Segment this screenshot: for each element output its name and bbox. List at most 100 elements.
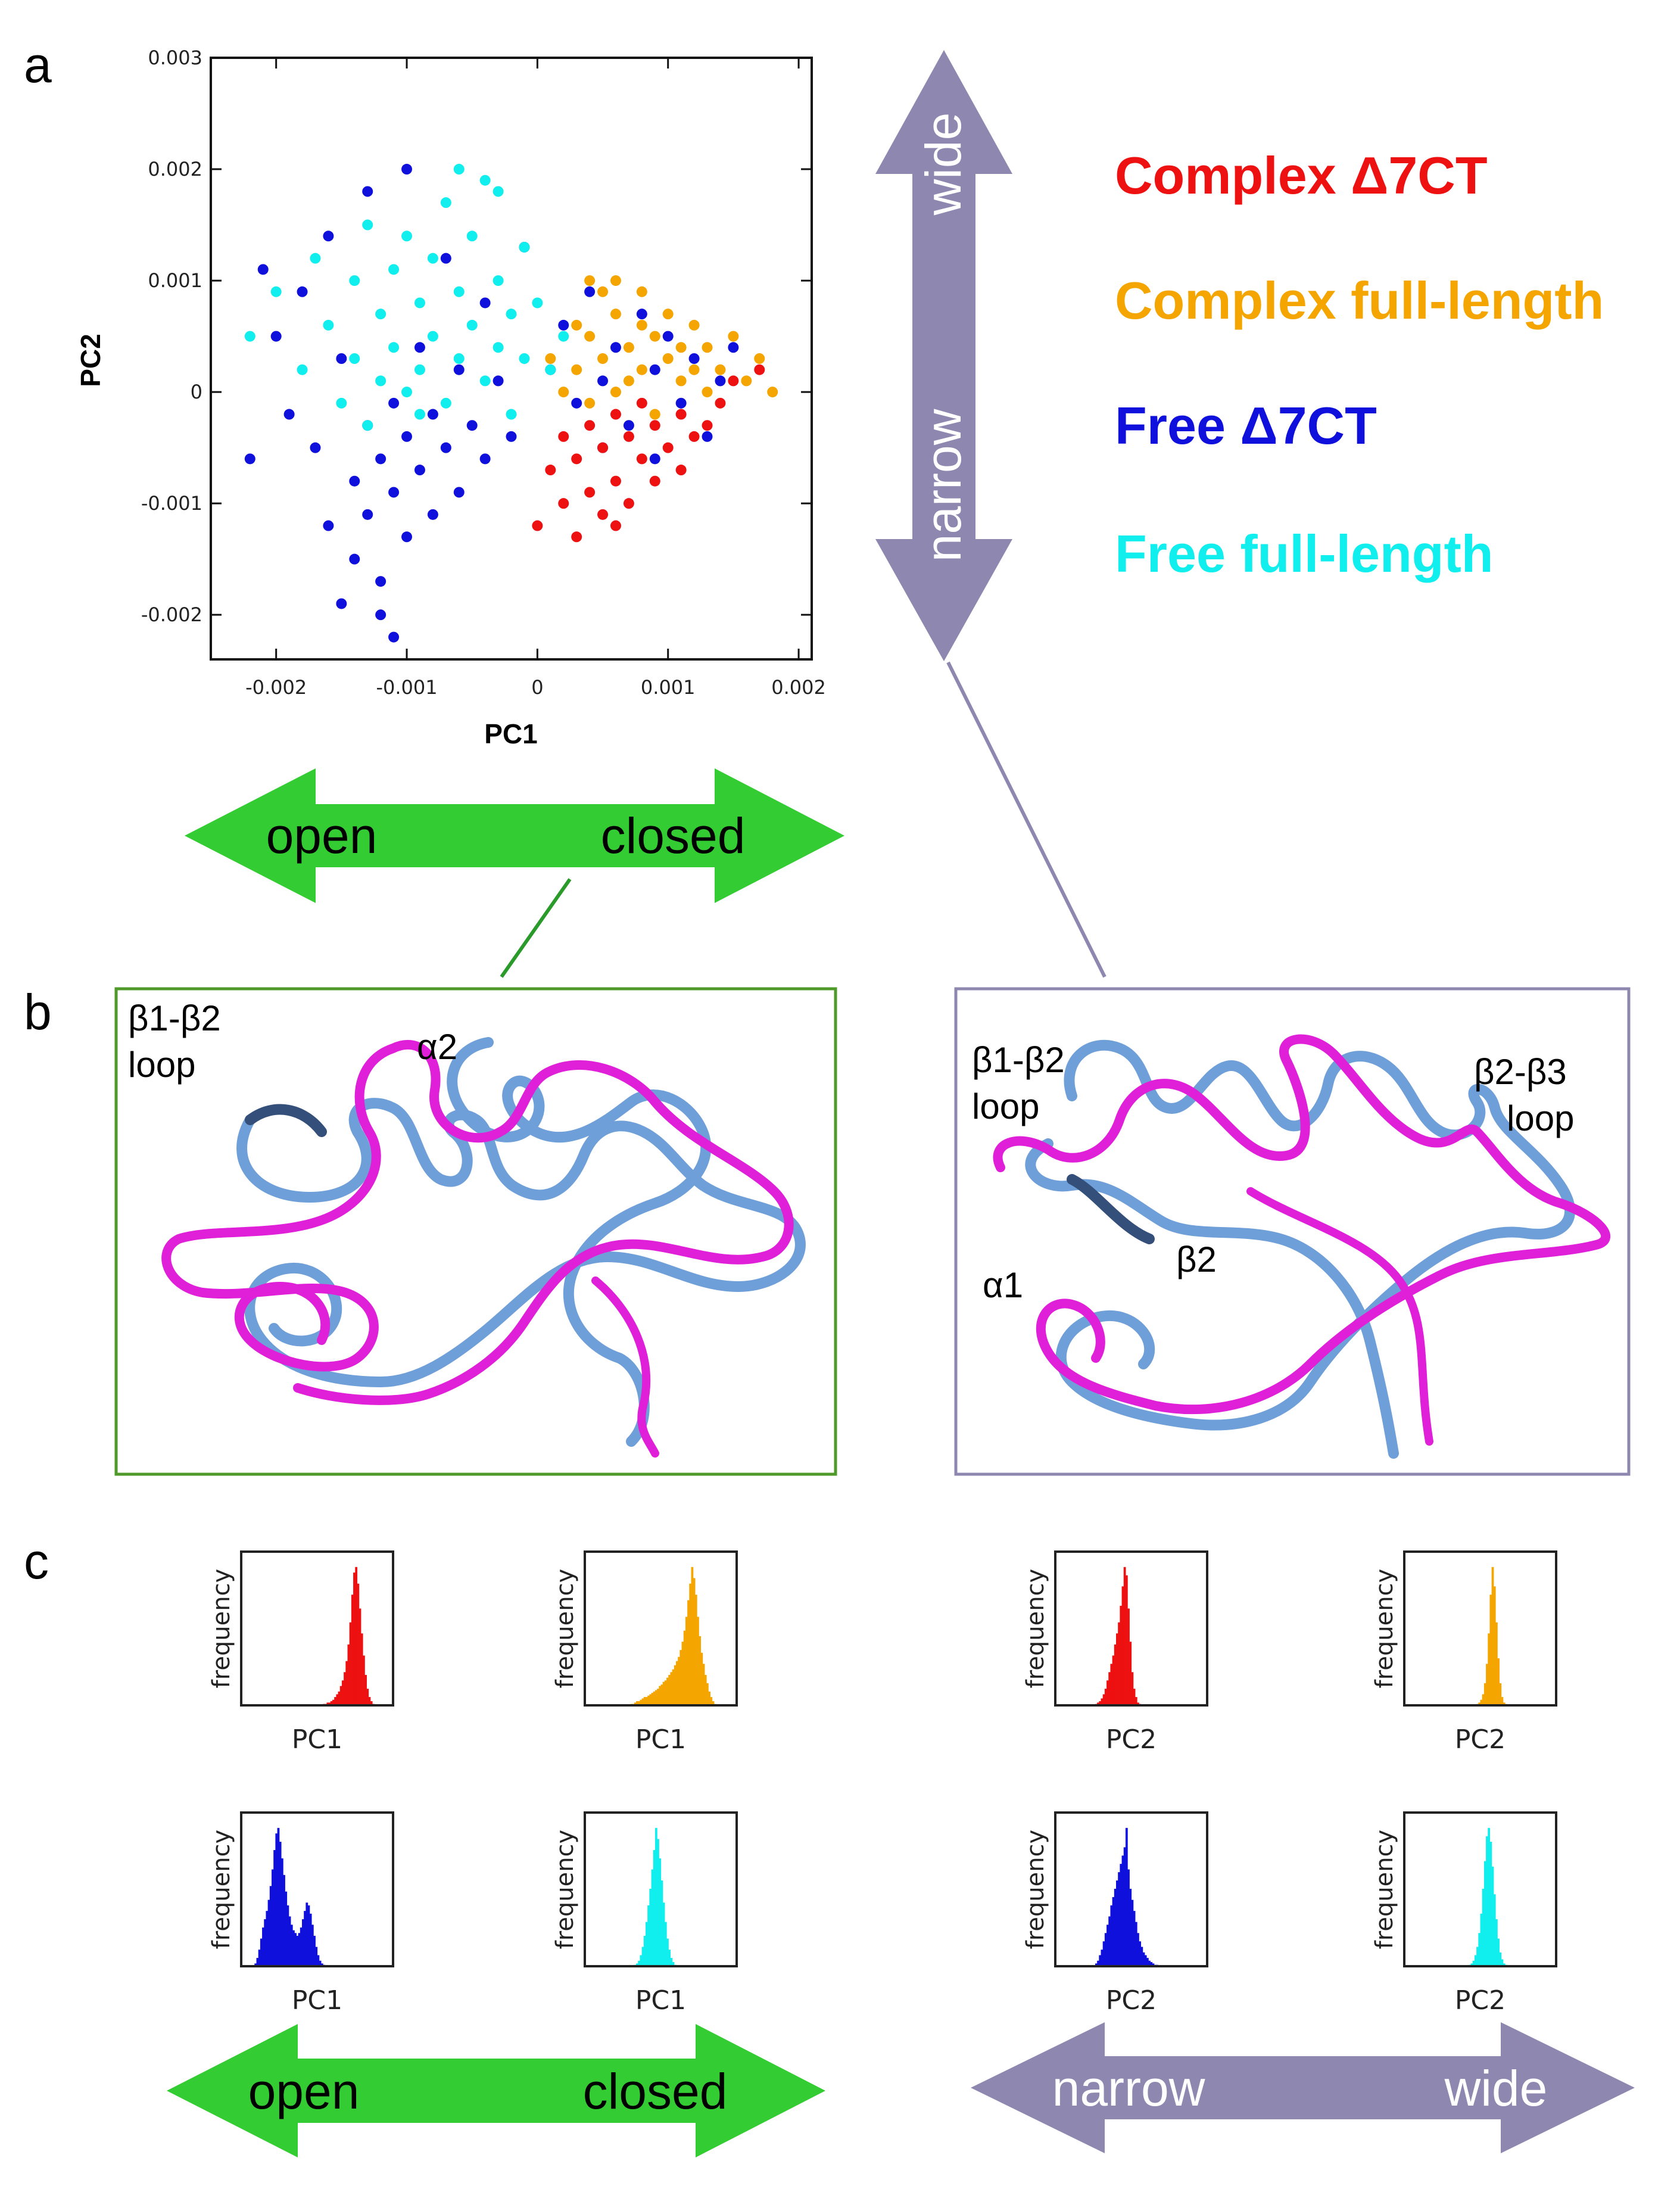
histogram-bar bbox=[309, 1913, 312, 1966]
scatter-point bbox=[610, 387, 621, 398]
histogram-x-label: PC1 bbox=[292, 1724, 342, 1755]
scatter-point bbox=[427, 253, 438, 264]
histogram-bar bbox=[256, 1958, 259, 1966]
histogram-bar bbox=[664, 1680, 667, 1705]
scatter-point bbox=[427, 509, 438, 520]
histogram-x-label: PC1 bbox=[635, 1985, 686, 2016]
scatter-point bbox=[571, 531, 582, 543]
histogram-bar bbox=[292, 1930, 295, 1966]
histogram-bar bbox=[1139, 1941, 1142, 1966]
histogram-bar bbox=[334, 1697, 336, 1705]
pc1-bottom-arrow-shape bbox=[167, 2024, 825, 2157]
pc2-vertical-arrow: wide narrow bbox=[875, 50, 1012, 661]
scatter-point bbox=[532, 520, 543, 531]
scatter-point bbox=[610, 309, 621, 320]
scatter-point bbox=[440, 253, 451, 264]
scatter-x-axis-label: PC1 bbox=[484, 718, 537, 749]
histogram-bar bbox=[662, 1902, 665, 1966]
histogram-x-label: PC2 bbox=[1106, 1724, 1157, 1755]
histogram-bar bbox=[1152, 1963, 1155, 1966]
histogram-bar bbox=[1114, 1644, 1117, 1705]
scatter-point bbox=[728, 375, 739, 387]
histogram-bar bbox=[1125, 1575, 1128, 1705]
histogram-bar bbox=[332, 1699, 335, 1705]
histogram-bar bbox=[1123, 1847, 1126, 1966]
histogram-frame bbox=[1403, 1811, 1557, 1967]
scatter-point bbox=[479, 175, 491, 186]
histogram-bar bbox=[349, 1622, 352, 1705]
scatter-point bbox=[297, 364, 308, 375]
histogram-bar bbox=[666, 1938, 669, 1966]
histogram-bar bbox=[1144, 1955, 1147, 1966]
histogram-bar bbox=[653, 1691, 656, 1705]
histogram-bar bbox=[1120, 1864, 1123, 1966]
histogram-bar bbox=[330, 1701, 333, 1705]
histogram-panel-c: PC1 frequency PC1 frequency PC2 frequency PC2 f… bbox=[208, 1550, 1557, 2016]
histogram-bar bbox=[674, 1665, 677, 1705]
scatter-series bbox=[545, 275, 778, 420]
histogram-bar bbox=[1499, 1683, 1502, 1705]
histogram: PC1 frequency bbox=[551, 1811, 738, 2016]
scatter-point bbox=[715, 364, 726, 375]
histogram-bar bbox=[636, 1701, 638, 1705]
scatter-point bbox=[688, 364, 700, 375]
scatter-point bbox=[310, 253, 321, 264]
histogram-bar bbox=[638, 1960, 641, 1966]
histogram-bar bbox=[336, 1694, 339, 1705]
histogram-bar bbox=[649, 1694, 652, 1705]
scatter-point bbox=[440, 442, 451, 453]
arrow-label-open-top: open bbox=[266, 808, 378, 864]
histogram-frame bbox=[584, 1550, 738, 1707]
histogram-bar bbox=[341, 1680, 344, 1705]
histogram-bar bbox=[290, 1925, 293, 1966]
histogram-bar bbox=[1134, 1922, 1137, 1966]
histogram-bar bbox=[1497, 1938, 1500, 1966]
histogram-bar bbox=[646, 1922, 648, 1966]
histogram-bar bbox=[1101, 1698, 1104, 1705]
scatter-point bbox=[545, 353, 556, 364]
scatter-point bbox=[506, 409, 517, 420]
histogram-bar bbox=[296, 1935, 299, 1966]
histogram-bar bbox=[672, 1962, 675, 1966]
scatter-point bbox=[453, 364, 465, 375]
scatter-point bbox=[388, 487, 400, 498]
histogram-bar bbox=[1482, 1888, 1485, 1966]
histogram-bar bbox=[687, 1600, 690, 1705]
histogram-bar bbox=[1097, 1702, 1099, 1705]
scatter-point bbox=[610, 520, 621, 531]
scatter-point bbox=[545, 364, 556, 375]
scatter-point bbox=[401, 231, 413, 242]
scatter-point bbox=[754, 364, 765, 375]
histogram-bar bbox=[712, 1701, 715, 1705]
histogram: PC1 frequency bbox=[208, 1811, 394, 2016]
legend-free-d7ct: Free Δ7CT bbox=[1115, 396, 1377, 455]
scatter-point bbox=[675, 409, 687, 420]
histogram-bar bbox=[1495, 1622, 1498, 1705]
scatter-point bbox=[349, 553, 360, 565]
scatter-point bbox=[310, 442, 321, 453]
histogram-bar bbox=[672, 1669, 675, 1705]
label-loop-purple-2: loop bbox=[1507, 1098, 1574, 1138]
panel-letter-a: a bbox=[24, 37, 52, 93]
histogram-bar bbox=[678, 1656, 680, 1705]
histogram-bar bbox=[272, 1869, 274, 1966]
histogram-bar bbox=[670, 1958, 673, 1966]
histogram-bar bbox=[1110, 1664, 1113, 1705]
histogram-x-label: PC2 bbox=[1455, 1985, 1506, 2016]
scatter-point bbox=[375, 309, 387, 320]
label-b2-b3: β2-β3 bbox=[1474, 1052, 1567, 1092]
scatter-point bbox=[479, 453, 491, 465]
scatter-point bbox=[688, 319, 700, 331]
scatter-point bbox=[519, 241, 530, 253]
scatter-point bbox=[558, 331, 569, 342]
histogram-bar bbox=[353, 1573, 356, 1705]
scatter-point bbox=[741, 375, 752, 387]
histogram-bar bbox=[1099, 1701, 1102, 1705]
histogram-bar bbox=[691, 1567, 694, 1705]
scatter-point bbox=[702, 420, 713, 431]
scatter-point bbox=[571, 397, 582, 409]
histogram-bar bbox=[643, 1697, 646, 1705]
histogram-bar bbox=[651, 1869, 654, 1966]
scatter-point bbox=[506, 309, 517, 320]
scatter-series bbox=[244, 164, 739, 643]
